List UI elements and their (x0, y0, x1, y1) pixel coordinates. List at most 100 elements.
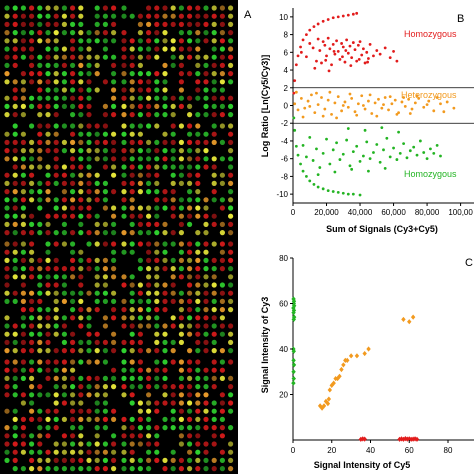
array-spot (29, 103, 35, 109)
array-spot (219, 359, 225, 365)
array-spot (78, 79, 84, 85)
array-spot (121, 392, 127, 398)
array-spot (211, 112, 217, 118)
array-spot (86, 123, 92, 129)
array-spot (45, 197, 51, 203)
array-spot (228, 139, 234, 145)
array-spot (178, 367, 184, 373)
array-spot (12, 367, 18, 373)
array-spot (12, 425, 18, 431)
array-spot (12, 230, 18, 236)
array-spot (4, 274, 10, 280)
array-spot (219, 87, 225, 93)
chart-b-point (383, 96, 387, 99)
array-spot (137, 323, 143, 329)
array-spot (61, 54, 67, 60)
array-spot (20, 375, 26, 381)
array-spot (94, 180, 100, 186)
array-spot (178, 21, 184, 27)
array-spot (228, 408, 234, 414)
chart-c-x-tick-label: 80 (444, 446, 453, 455)
array-spot (178, 87, 184, 93)
array-spot (178, 139, 184, 145)
array-spot (211, 123, 217, 129)
array-spot (162, 359, 168, 365)
array-spot (37, 54, 43, 60)
chart-c-point (339, 366, 344, 373)
array-spot (187, 416, 193, 422)
array-spot (102, 408, 108, 414)
array-spot (61, 172, 67, 178)
array-spot (129, 249, 135, 255)
array-spot (178, 331, 184, 337)
array-spot (102, 38, 108, 44)
array-spot (219, 156, 225, 162)
array-spot (29, 307, 35, 313)
array-spot (187, 449, 193, 455)
array-spot (86, 71, 92, 77)
array-spot (154, 213, 160, 219)
array-spot (12, 87, 18, 93)
chart-b-point (351, 12, 355, 16)
array-spot (94, 62, 100, 68)
array-spot (170, 13, 176, 19)
chart-b-point (294, 144, 298, 148)
array-spot (37, 359, 43, 365)
array-spot (86, 197, 92, 203)
array-spot (211, 131, 217, 137)
array-spot (78, 164, 84, 170)
array-spot (37, 71, 43, 77)
array-spot (178, 249, 184, 255)
array-spot (20, 416, 26, 422)
array-spot (78, 400, 84, 406)
array-spot (37, 79, 43, 85)
chart-b-point (305, 175, 308, 178)
chart-b-y-tick-label: -6 (281, 155, 289, 164)
array-spot (195, 315, 201, 321)
array-spot (211, 425, 217, 431)
array-spot (37, 457, 43, 463)
array-spot (20, 180, 26, 186)
array-spot (137, 359, 143, 365)
array-spot (203, 298, 209, 304)
array-spot (187, 375, 193, 381)
array-spot (78, 274, 84, 280)
chart-b-point (331, 16, 335, 20)
array-spot (203, 5, 209, 11)
array-spot (70, 71, 76, 77)
array-spot (70, 348, 76, 354)
array-spot (61, 315, 67, 321)
array-spot (37, 29, 43, 36)
array-spot (228, 307, 234, 313)
array-spot (178, 123, 184, 129)
chart-c-y-axis-label: Signal Intensity of Cy3 (260, 297, 270, 394)
array-spot (12, 466, 18, 472)
chart-b-x-tick-label: 100,00 (448, 208, 473, 217)
array-spot (154, 433, 160, 439)
array-spot (20, 71, 26, 77)
array-spot (86, 339, 92, 345)
array-spot (219, 457, 225, 463)
array-spot (228, 79, 234, 85)
array-spot (228, 112, 234, 118)
array-spot (78, 441, 84, 447)
array-spot (45, 425, 51, 431)
array-spot (78, 87, 84, 93)
array-spot (219, 315, 225, 321)
chart-c-point (291, 310, 296, 316)
array-spot (129, 46, 135, 52)
array-spot (146, 457, 152, 463)
array-spot (121, 457, 127, 463)
chart-b-point (305, 33, 308, 36)
array-spot (203, 148, 209, 154)
array-spot (53, 5, 59, 11)
chart-b-point (345, 38, 349, 42)
array-spot (86, 384, 92, 390)
array-spot (195, 21, 201, 27)
array-spot (211, 71, 217, 77)
array-spot (162, 307, 168, 313)
array-spot (20, 339, 26, 345)
array-spot (137, 71, 143, 77)
array-spot (102, 315, 108, 321)
array-spot (61, 180, 67, 186)
